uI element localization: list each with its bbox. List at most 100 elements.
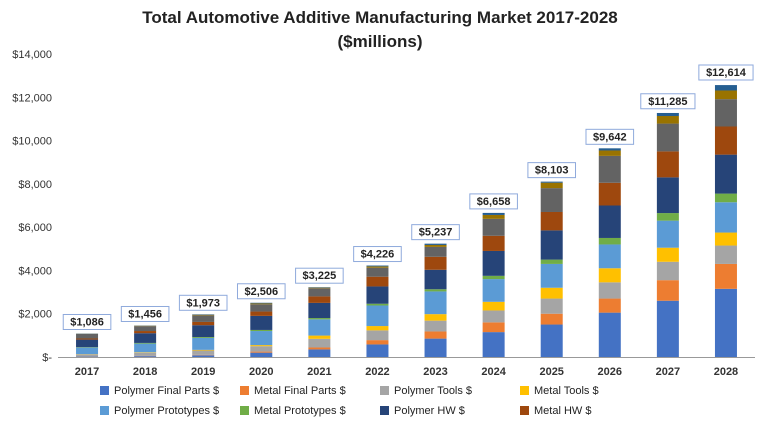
bar-segment-polymer-hw [76,339,99,348]
bar-segment-metal-prototypes [656,213,679,221]
bar-segment-polymer-tools [192,350,215,355]
bar-segment-polymer-hw [714,154,737,194]
bar-segment-series-8 [540,188,563,212]
bar-segment-metal-tools [308,335,331,339]
bar-segment-polymer-tools [134,352,157,356]
bar-segment-polymer-final-parts [424,338,447,357]
bar-segment-polymer-hw [134,333,157,343]
bar-segment-polymer-final-parts [308,349,331,357]
total-label-box [698,64,754,81]
legend-label: Polymer HW $ [394,405,465,417]
total-data-label: $2,506 [244,286,278,298]
bar-segment-metal-prototypes [308,318,331,320]
bar-segment-polymer-final-parts [540,324,563,357]
legend-item: Polymer Prototypes $ [100,405,219,417]
bar-segment-metal-hw [76,338,99,340]
bar-segment-polymer-prototypes [424,291,447,315]
bar-segment-metal-final-parts [540,313,563,325]
bar-segment-polymer-prototypes [308,319,331,336]
bar-segment-series-10 [540,181,563,183]
bar-segment-metal-tools [424,314,447,321]
bar-segment-metal-final-parts [598,298,621,313]
legend-item: Metal Tools $ [520,385,599,397]
legend-label: Metal Final Parts $ [254,385,346,397]
bar-segment-series-8 [134,326,157,332]
legend-item: Metal HW $ [520,405,591,417]
bar-segment-series-9 [366,266,389,268]
y-tick-label: $4,000 [18,265,52,277]
bar-segment-polymer-prototypes [250,331,273,346]
legend-label: Polymer Prototypes $ [114,405,220,417]
bar-segment-metal-hw [366,276,389,287]
bar-segment-polymer-prototypes [714,202,737,233]
bar-segment-series-8 [656,123,679,152]
total-data-label: $4,226 [361,249,395,261]
bar-segment-metal-final-parts [366,340,389,345]
total-data-label: $1,456 [128,308,162,320]
bar-segment-metal-prototypes [134,342,157,344]
bar-segment-polymer-final-parts [192,355,215,357]
x-tick-label: 2019 [191,366,215,378]
x-tick-label: 2017 [75,366,99,378]
x-tick-label: 2026 [598,366,622,378]
bar-segment-polymer-prototypes [482,279,505,302]
bar-segment-metal-final-parts [656,280,679,301]
total-label-box [120,305,170,322]
total-label-box [236,283,286,300]
bar-segment-series-8 [76,333,99,339]
bar-segment-polymer-tools [308,338,331,348]
total-data-label: $6,658 [477,196,511,208]
bar-segment-metal-tools [656,247,679,262]
bar-segment-series-8 [482,218,505,236]
bar-segment-metal-tools [482,301,505,311]
bar-segment-series-9 [540,182,563,189]
bar-segment-polymer-hw [482,250,505,276]
legend-item: Polymer Final Parts $ [100,385,219,397]
bar-segment-metal-tools [714,232,737,246]
x-tick-label: 2025 [539,366,563,378]
bar-segment-polymer-prototypes [366,305,389,327]
bar-segment-metal-hw [482,235,505,251]
total-label-box [469,193,518,210]
total-label-box [353,246,402,263]
bar-segment-metal-prototypes [482,275,505,280]
bar-segment-metal-hw [308,296,331,303]
total-label-box [62,313,112,330]
bar-segment-polymer-final-parts [714,288,737,357]
bar-segment-metal-prototypes [598,237,621,245]
bar-segment-polymer-prototypes [656,220,679,248]
bar-segment-polymer-tools [714,245,737,264]
bar-segment-polymer-final-parts [250,352,273,357]
bar-segment-polymer-prototypes [134,343,157,353]
bar-segment-metal-final-parts [424,331,447,339]
bar-segment-metal-prototypes [714,193,737,203]
bar-segment-series-10 [424,243,447,245]
x-tick-label: 2020 [249,366,273,378]
bar-segment-polymer-tools [76,354,99,357]
bar-segment-series-9 [250,303,273,305]
legend-swatch [520,386,529,395]
bar-segment-polymer-tools [482,310,505,323]
bar-segment-polymer-prototypes [540,263,563,288]
bar-segment-series-10 [656,112,679,117]
x-tick-label: 2024 [481,366,506,378]
total-data-label: $9,642 [593,131,627,143]
bar-segment-series-9 [656,116,679,124]
legend-swatch [100,406,109,415]
bar-segment-metal-final-parts [714,263,737,289]
bar-segment-metal-prototypes [424,289,447,292]
bar-segment-metal-prototypes [250,329,273,332]
total-label-box [527,162,577,179]
bar-segment-polymer-hw [192,325,215,338]
y-tick-label: $2,000 [18,309,52,321]
bar-segment-metal-prototypes [540,259,563,264]
x-tick-label: 2022 [365,366,389,378]
bar-segment-polymer-final-parts [482,332,505,357]
bar-segment-series-10 [250,302,273,304]
total-label-box [640,93,696,110]
bar-segment-polymer-hw [250,315,273,330]
bar-segment-metal-tools [540,287,563,299]
bar-segment-metal-tools [598,268,621,283]
legend-label: Polymer Tools $ [394,385,473,397]
